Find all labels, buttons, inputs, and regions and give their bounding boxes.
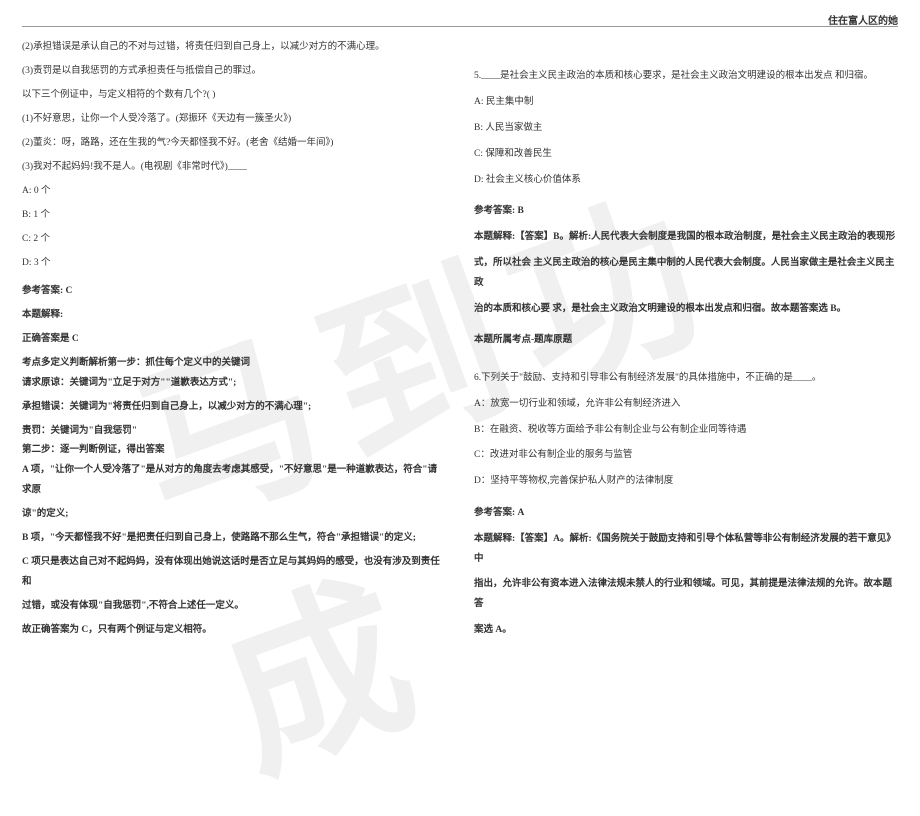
q5-option-b: B: 人民当家做主 xyxy=(474,119,898,139)
question-6: 6.下列关于"鼓励、支持和引导非公有制经济发展"的具体措施中，不正确的是____… xyxy=(474,369,898,389)
answer-label: 参考答案: C xyxy=(22,282,446,302)
option-d: D: 3 个 xyxy=(22,254,446,274)
text-line: 式，所以社会 主义民主政治的核心是民主集中制的人民代表大会制度。人民当家做主是社… xyxy=(474,254,898,294)
text-line: (2)承担错误是承认自己的不对与过错，将责任归到自己身上，以减少对方的不满心理。 xyxy=(22,38,446,58)
text-line: 责罚：关键词为"自我惩罚" xyxy=(22,422,446,442)
text-line: 谅"的定义; xyxy=(22,505,446,525)
q6-option-c: C：改进对非公有制企业的服务与监管 xyxy=(474,446,898,466)
option-c: C: 2 个 xyxy=(22,230,446,250)
q6-option-d: D：坚持平等物权,完善保护私人财产的法律制度 xyxy=(474,472,898,492)
q5-option-a: A: 民主集中制 xyxy=(474,93,898,113)
text-line: B 项，"今天都怪我不好"是把责任归到自己身上，使路路不那么生气，符合"承担错误… xyxy=(22,529,446,549)
text-line: 故正确答案为 C，只有两个例证与定义相符。 xyxy=(22,621,446,641)
text-line: 指出，允许非公有资本进入法律法规未禁人的行业和领域。可见，其前提是法律法规的允许… xyxy=(474,575,898,615)
text-line: (3)责罚是以自我惩罚的方式承担责任与抵偿自己的罪过。 xyxy=(22,62,446,82)
text-line: 第二步：逐一判断例证，得出答案 xyxy=(22,441,446,461)
explanation-label: 本题解释: xyxy=(22,306,446,326)
q5-explanation: 本题解释:【答案】B。解析:人民代表大会制度是我国的根本政治制度，是社会主义民主… xyxy=(474,228,898,248)
question-5: 5.____是社会主义民主政治的本质和核心要求，是社会主义政治文明建设的根本出发… xyxy=(474,67,898,87)
text-line: 考点多定义判断解析第一步：抓住每个定义中的关键词 xyxy=(22,354,446,374)
text-line: C 项只是表达自己对不起妈妈，没有体现出她说这话时是否立足与其妈妈的感受，也没有… xyxy=(22,553,446,593)
text-line: 以下三个例证中，与定义相符的个数有几个?( ) xyxy=(22,86,446,106)
text-line: 案选 A。 xyxy=(474,621,898,641)
q5-option-d: D: 社会主义核心价值体系 xyxy=(474,171,898,191)
q6-option-b: B：在融资、税收等方面给予非公有制企业与公有制企业同等待遇 xyxy=(474,421,898,441)
q6-explanation: 本题解释:【答案】A。解析:《国务院关于鼓励支持和引导个体私营等非公有制经济发展… xyxy=(474,530,898,570)
text-line: 过错，或没有体现"自我惩罚",不符合上述任一定义。 xyxy=(22,597,446,617)
text-line: 正确答案是 C xyxy=(22,330,446,350)
header-divider xyxy=(22,26,898,27)
q6-option-a: A：放宽一切行业和领域，允许非公有制经济进入 xyxy=(474,395,898,415)
page-header: 住在富人区的她 xyxy=(828,12,898,27)
left-column: (2)承担错误是承认自己的不对与过错，将责任归到自己身上，以减少对方的不满心理。… xyxy=(22,38,446,641)
text-line: 承担错误：关键词为"将责任归到自己身上，以减少对方的不满心理"; xyxy=(22,398,446,418)
text-line: (1)不好意思，让你一个人受冷落了。(郑振环《天边有一簇圣火》) xyxy=(22,110,446,130)
content-area: (2)承担错误是承认自己的不对与过错，将责任归到自己身上，以减少对方的不满心理。… xyxy=(22,38,898,641)
text-line: (2)董炎：呀，路路，还在生我的气?今天都怪我不好。(老舍《结婚一年间》) xyxy=(22,134,446,154)
option-a: A: 0 个 xyxy=(22,182,446,202)
text-line: A 项，"让你一个人受冷落了"是从对方的角度去考虑其感受，"不好意思"是一种道歉… xyxy=(22,461,446,501)
right-column: 5.____是社会主义民主政治的本质和核心要求，是社会主义政治文明建设的根本出发… xyxy=(474,38,898,641)
text-line: (3)我对不起妈妈!我不是人。(电视剧《非常时代》)____ xyxy=(22,158,446,178)
q5-option-c: C: 保障和改善民生 xyxy=(474,145,898,165)
text-line: 请求原谅：关键词为"立足于对方""道歉表达方式"; xyxy=(22,374,446,394)
text-line: 治的本质和核心要 求，是社会主义政治文明建设的根本出发点和归宿。故本题答案选 B… xyxy=(474,300,898,320)
q5-answer: 参考答案: B xyxy=(474,202,898,222)
q6-answer: 参考答案: A xyxy=(474,504,898,524)
option-b: B: 1 个 xyxy=(22,206,446,226)
q5-category: 本题所属考点-题库原题 xyxy=(474,331,898,351)
